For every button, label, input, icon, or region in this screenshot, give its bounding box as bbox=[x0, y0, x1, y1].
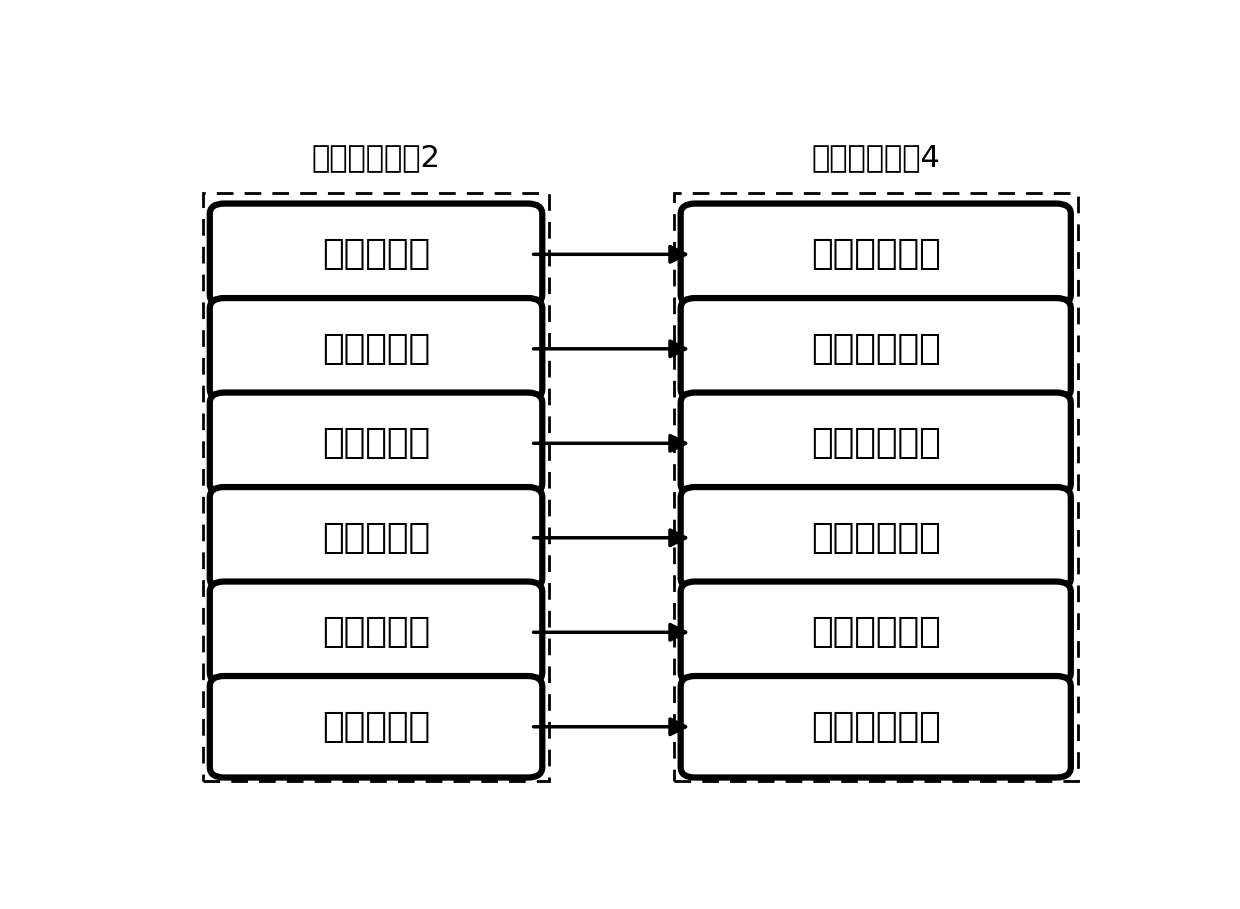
Text: 火焰传感器: 火焰传感器 bbox=[322, 710, 430, 744]
FancyBboxPatch shape bbox=[681, 582, 1071, 683]
Text: 湿度传感器: 湿度传感器 bbox=[322, 332, 430, 365]
Text: 光照传感器: 光照传感器 bbox=[322, 426, 430, 460]
Text: 室内温度模块: 室内温度模块 bbox=[811, 237, 941, 271]
FancyBboxPatch shape bbox=[210, 204, 542, 305]
FancyBboxPatch shape bbox=[681, 298, 1071, 400]
FancyBboxPatch shape bbox=[681, 487, 1071, 588]
Text: 环境监测单元2: 环境监测单元2 bbox=[311, 143, 440, 172]
FancyBboxPatch shape bbox=[210, 298, 542, 400]
FancyBboxPatch shape bbox=[210, 676, 542, 777]
FancyBboxPatch shape bbox=[681, 676, 1071, 777]
Text: 室内火焰模块: 室内火焰模块 bbox=[811, 710, 941, 744]
Text: 红外传感器: 红外传感器 bbox=[322, 521, 430, 554]
Bar bbox=[203, 193, 549, 781]
Text: 烟感传感器: 烟感传感器 bbox=[322, 615, 430, 649]
Text: 温度传感器: 温度传感器 bbox=[322, 237, 430, 271]
Text: 中央监控单元4: 中央监控单元4 bbox=[811, 143, 940, 172]
FancyBboxPatch shape bbox=[210, 582, 542, 683]
Bar bbox=[675, 193, 1078, 781]
Text: 室内烟感模块: 室内烟感模块 bbox=[811, 615, 941, 649]
Text: 室内人员模块: 室内人员模块 bbox=[811, 521, 941, 554]
FancyBboxPatch shape bbox=[210, 393, 542, 494]
FancyBboxPatch shape bbox=[681, 393, 1071, 494]
Text: 室内光照模块: 室内光照模块 bbox=[811, 426, 941, 460]
FancyBboxPatch shape bbox=[210, 487, 542, 588]
Text: 室内湿度模块: 室内湿度模块 bbox=[811, 332, 941, 365]
FancyBboxPatch shape bbox=[681, 204, 1071, 305]
